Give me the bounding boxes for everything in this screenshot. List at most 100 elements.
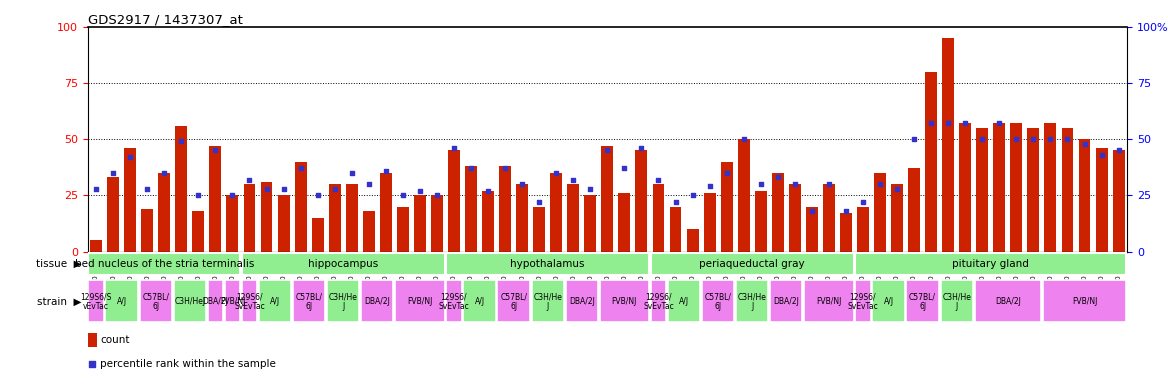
Bar (959, 124, 971, 252)
Text: C3H/He
J: C3H/He J (534, 292, 562, 311)
Text: 129S6/
SvEvTac: 129S6/ SvEvTac (234, 292, 265, 311)
Text: FVB/NJ: FVB/NJ (220, 297, 245, 306)
Bar (534, 207, 545, 252)
Point (223, 192, 242, 199)
Point (888, 185, 906, 192)
Point (530, 199, 549, 205)
Bar (531, 280, 564, 323)
Point (342, 170, 361, 176)
Point (1007, 136, 1026, 142)
Point (479, 188, 498, 194)
Bar (1113, 151, 1125, 252)
Bar (653, 184, 665, 252)
Bar (788, 184, 801, 252)
Point (1110, 147, 1128, 154)
Bar (738, 139, 750, 252)
Point (1024, 136, 1043, 142)
Bar (687, 229, 698, 252)
Text: DBA/2J: DBA/2J (202, 297, 229, 306)
Bar (431, 195, 443, 252)
Bar (906, 280, 939, 323)
Text: DBA/2J: DBA/2J (773, 297, 799, 306)
Point (241, 177, 259, 183)
Point (598, 147, 617, 154)
Bar (855, 280, 870, 323)
Bar (449, 151, 460, 252)
Bar (395, 280, 445, 323)
Point (411, 188, 430, 194)
Point (104, 170, 123, 176)
Bar (669, 207, 681, 252)
Text: A/J: A/J (270, 297, 280, 306)
Text: C3H/HeJ: C3H/HeJ (174, 297, 206, 306)
Point (1076, 141, 1094, 147)
Point (785, 181, 804, 187)
Text: C57BL/
6J: C57BL/ 6J (704, 292, 731, 311)
Bar (602, 146, 613, 252)
Bar (482, 191, 494, 252)
Bar (139, 280, 172, 323)
Bar (88, 333, 97, 347)
Point (836, 208, 855, 214)
Bar (993, 124, 1006, 252)
Bar (498, 280, 530, 323)
Point (445, 145, 464, 151)
Point (86, 185, 105, 192)
Bar (1096, 148, 1107, 252)
Point (632, 145, 651, 151)
Bar (721, 162, 732, 252)
Point (717, 170, 736, 176)
Bar (772, 173, 784, 252)
Text: DBA/2J: DBA/2J (364, 297, 390, 306)
Text: GDS2917 / 1437307_at: GDS2917 / 1437307_at (88, 13, 243, 26)
Point (189, 192, 208, 199)
Point (666, 199, 684, 205)
Bar (159, 173, 171, 252)
Bar (755, 191, 766, 252)
Bar (209, 146, 222, 252)
Bar (227, 195, 238, 252)
Bar (141, 209, 153, 252)
Bar (380, 173, 391, 252)
Bar (668, 280, 701, 323)
Bar (174, 280, 206, 323)
Bar (857, 207, 869, 252)
Bar (328, 184, 341, 252)
Bar (584, 195, 597, 252)
Point (701, 183, 719, 189)
Bar (1010, 124, 1022, 252)
Bar (89, 280, 104, 323)
Point (257, 185, 276, 192)
Bar (242, 253, 445, 275)
Text: C57BL/
6J: C57BL/ 6J (909, 292, 936, 311)
Point (138, 185, 157, 192)
Bar (1044, 124, 1056, 252)
Bar (446, 253, 649, 275)
Text: A/J: A/J (117, 297, 127, 306)
Bar (1028, 128, 1040, 252)
Text: hypothalamus: hypothalamus (510, 259, 585, 269)
Point (274, 185, 293, 192)
Text: periaqueductal gray: periaqueductal gray (700, 259, 805, 269)
Text: A/J: A/J (679, 297, 689, 306)
Bar (259, 280, 291, 323)
Point (172, 138, 190, 144)
Bar (568, 184, 579, 252)
Bar (943, 38, 954, 252)
Point (616, 166, 634, 172)
Point (394, 192, 412, 199)
Bar (89, 253, 241, 275)
Text: pituitary gland: pituitary gland (952, 259, 1029, 269)
Bar (550, 173, 562, 252)
Point (939, 121, 958, 127)
Bar (363, 211, 375, 252)
Bar (175, 126, 187, 252)
Point (580, 185, 599, 192)
Text: FVB/NJ: FVB/NJ (1072, 297, 1097, 306)
Bar (599, 280, 649, 323)
Point (905, 136, 924, 142)
Text: FVB/NJ: FVB/NJ (816, 297, 842, 306)
Text: bed nucleus of the stria terminalis: bed nucleus of the stria terminalis (75, 259, 253, 269)
Bar (874, 173, 887, 252)
Point (83, 361, 102, 367)
